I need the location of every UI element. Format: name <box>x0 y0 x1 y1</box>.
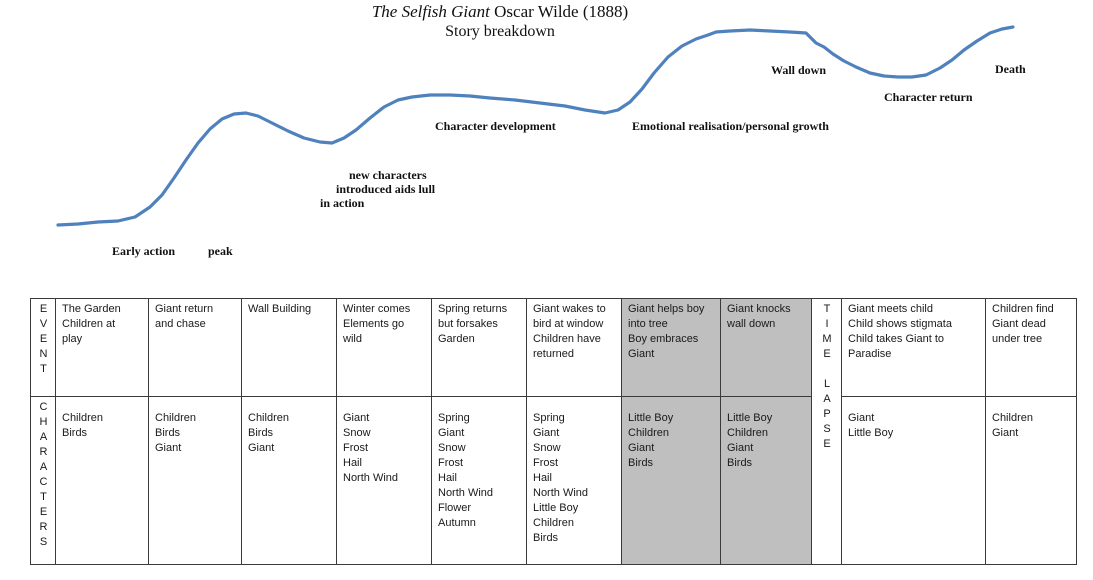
chars-cell-3: Children Birds Giant <box>241 396 337 565</box>
label-wall-down: Wall down <box>771 63 827 77</box>
chars-cell-4: Giant Snow Frost Hail North Wind <box>336 396 432 565</box>
label-lull-line3: in action <box>320 196 365 210</box>
chars-cell-6: Spring Giant Snow Frost Hail North Wind … <box>526 396 622 565</box>
event-cell-meets-child: Giant meets child Child shows stigmata C… <box>841 298 986 397</box>
chars-cell-2: Children Birds Giant <box>148 396 242 565</box>
title-line: The Selfish Giant Oscar Wilde (1888) <box>280 2 720 22</box>
label-emotional-growth: Emotional realisation/personal growth <box>632 119 829 133</box>
event-cell-spring: Spring returns but forsakes Garden <box>431 298 527 397</box>
title-author-year: Oscar Wilde (1888) <box>489 2 629 21</box>
event-cell-helps-boy: Giant helps boy into tree Boy embraces G… <box>621 298 721 397</box>
label-lull-line2: introduced aids lull <box>336 182 436 196</box>
chars-cell-5: Spring Giant Snow Frost Hail North Wind … <box>431 396 527 565</box>
label-death: Death <box>995 62 1026 76</box>
event-cell-knocks-wall: Giant knocks wall down <box>720 298 812 397</box>
event-cell-giant-wakes: Giant wakes to bird at window Children h… <box>526 298 622 397</box>
story-curve-path <box>56 25 1015 227</box>
title-work-name: The Selfish Giant <box>371 2 490 21</box>
chars-cell-8: Little Boy Children Giant Birds <box>720 396 812 565</box>
table-row-characters: C H A R A C T E R S Children Birds Child… <box>30 396 1077 565</box>
row-header-event: E V E N T <box>30 298 56 397</box>
event-cell-giant-return: Giant return and chase <box>148 298 242 397</box>
chars-cell-9: Giant Little Boy <box>841 396 986 565</box>
label-early-action: Early action <box>112 244 175 258</box>
time-lapse-column: T I M E L A P S E <box>811 298 842 565</box>
page-title: The Selfish Giant Oscar Wilde (1888) Sto… <box>280 2 720 41</box>
event-cell-winter: Winter comes Elements go wild <box>336 298 432 397</box>
label-character-return: Character return <box>884 90 973 104</box>
row-header-characters: C H A R A C T E R S <box>30 396 56 565</box>
chars-cell-10: Children Giant <box>985 396 1077 565</box>
event-cell-garden: The Garden Children at play <box>55 298 149 397</box>
table-row-events: E V E N T The Garden Children at play Gi… <box>30 298 1077 565</box>
title-subtitle: Story breakdown <box>445 23 555 40</box>
event-cell-wall-building: Wall Building <box>241 298 337 397</box>
chars-cell-7: Little Boy Children Giant Birds <box>621 396 721 565</box>
label-character-development: Character development <box>435 119 556 133</box>
chars-cell-1: Children Birds <box>55 396 149 565</box>
label-peak: peak <box>208 244 233 258</box>
story-curve <box>56 25 1015 227</box>
event-cell-giant-dead: Children find Giant dead under tree <box>985 298 1077 397</box>
story-table: E V E N T The Garden Children at play Gi… <box>30 298 1077 565</box>
label-lull-line1: new characters <box>349 168 427 182</box>
